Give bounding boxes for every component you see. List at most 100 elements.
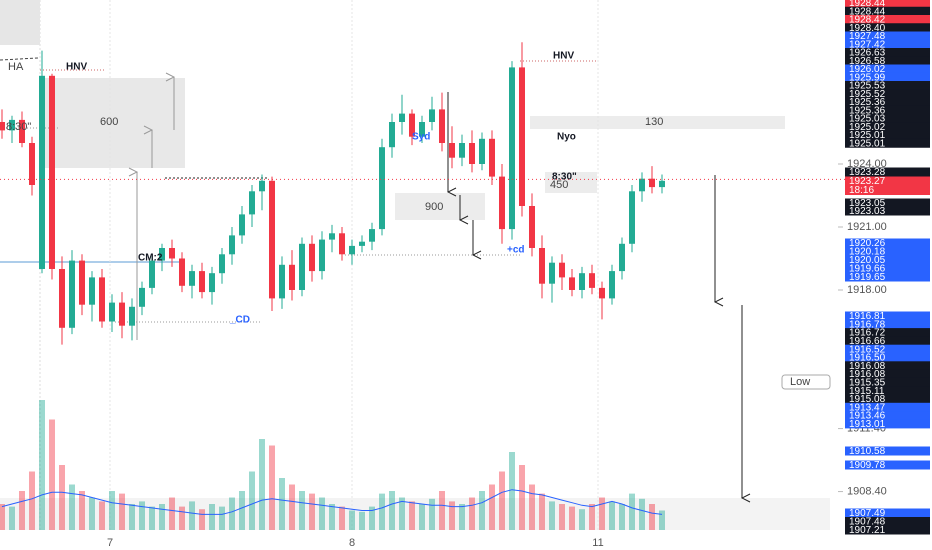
price-tag	[845, 198, 930, 208]
price-tag	[845, 97, 930, 107]
price-tag-label: 1907.48	[849, 517, 886, 528]
candle-body	[0, 122, 5, 131]
annotation: Low	[790, 376, 810, 388]
annotation: HNV	[66, 62, 87, 73]
zone-box	[40, 78, 185, 168]
price-tag	[845, 336, 930, 346]
annotation: 130	[645, 116, 663, 128]
candle-body	[259, 180, 265, 192]
volume-bar	[469, 497, 475, 530]
volume-bar	[509, 452, 515, 530]
candle-body	[59, 268, 65, 328]
volume-bar	[239, 491, 245, 530]
candle-body	[49, 75, 55, 269]
price-tag-label: 1920.18	[849, 247, 886, 258]
volume-bar	[199, 509, 205, 530]
price-tag	[845, 56, 930, 66]
price-tag	[845, 167, 930, 177]
annotation: _CD	[229, 315, 250, 326]
volume-bar	[299, 491, 305, 530]
volume-bar	[179, 506, 185, 530]
countdown-bg	[845, 185, 930, 195]
volume-bar	[369, 506, 375, 530]
price-tag	[845, 517, 930, 526]
volume-bar	[279, 478, 285, 530]
candle-body	[649, 178, 655, 188]
volume-bar	[539, 493, 545, 530]
price-tag-label: 1915.35	[849, 378, 886, 389]
volume-bar	[659, 510, 665, 530]
volume-bar	[429, 498, 435, 530]
zone-box	[0, 0, 40, 45]
candle-body	[139, 287, 145, 307]
price-tag-label: 1926.63	[849, 48, 886, 59]
volume-bar	[259, 439, 265, 530]
price-tag-label: 1926.02	[849, 64, 886, 75]
price-tag-label: 1923.03	[849, 206, 886, 217]
price-tag	[845, 247, 930, 256]
price-tag-label: 1919.66	[849, 264, 886, 275]
x-tick-label: 8	[349, 537, 355, 549]
candle-body	[19, 119, 25, 143]
x-tick-label: 11	[592, 537, 603, 549]
candle-body	[89, 277, 95, 305]
price-tag-label: 1925.02	[849, 122, 886, 133]
candle-body	[589, 273, 595, 288]
candle-body	[329, 233, 335, 240]
price-tag-label: 1916.50	[849, 353, 886, 364]
price-tag	[845, 255, 930, 265]
price-tag-label: 1927.48	[849, 31, 886, 42]
volume-bar	[309, 493, 315, 530]
candle-body	[409, 113, 415, 137]
candle-body	[309, 243, 315, 272]
candle-body	[559, 262, 565, 278]
price-tag-label: 1925.03	[849, 114, 886, 125]
candle-body	[619, 243, 625, 272]
y-tick-label: 1918.00	[847, 284, 887, 296]
price-tag	[845, 264, 930, 273]
price-tag-label: 1923.05	[849, 198, 886, 209]
volume-bar	[409, 501, 415, 530]
price-tag	[845, 15, 930, 24]
candle-body	[299, 243, 305, 290]
volume-bar	[589, 504, 595, 530]
price-tag	[845, 114, 930, 123]
price-tag	[845, 419, 930, 429]
price-tag-label: 1925.99	[849, 72, 886, 83]
price-tag-label: 1920.05	[849, 255, 886, 266]
price-tag-label: 1928.42	[849, 15, 886, 26]
price-tag-label: 1919.65	[849, 272, 886, 283]
zone-box	[545, 172, 597, 193]
price-tag	[845, 361, 930, 371]
annotations: HA HNV HNV 600 8:30" Syd Nyo 130 8:30" 4…	[6, 51, 810, 388]
price-tag	[845, 39, 930, 49]
price-tag	[845, 130, 930, 140]
candle-body	[659, 180, 665, 188]
candle-body	[509, 67, 515, 230]
volume-bar	[189, 501, 195, 530]
candle-body	[469, 142, 475, 164]
volume-bar	[379, 493, 385, 530]
volume-bar	[89, 497, 95, 530]
volume-bar	[499, 471, 505, 530]
price-tag	[845, 446, 930, 456]
price-tag-label: 1916.52	[849, 344, 886, 355]
volume-bar	[169, 497, 175, 530]
candle-body	[119, 302, 125, 326]
candle-body	[69, 260, 75, 328]
volume-bar	[449, 501, 455, 530]
volume-bar	[339, 506, 345, 530]
price-tag	[845, 206, 930, 216]
price-tag-label: 1916.08	[849, 361, 886, 372]
price-tag	[845, 328, 930, 338]
volume-bar	[29, 471, 35, 530]
candle-body	[99, 277, 105, 322]
price-tag	[845, 0, 930, 8]
annotation: +cd	[507, 245, 525, 256]
price-tag-label: 1925.52	[849, 89, 886, 100]
candle-body	[29, 142, 35, 185]
volume-bar	[59, 465, 65, 530]
price-tag	[845, 272, 930, 282]
candle-body	[179, 258, 185, 286]
volume-bar	[389, 491, 395, 530]
